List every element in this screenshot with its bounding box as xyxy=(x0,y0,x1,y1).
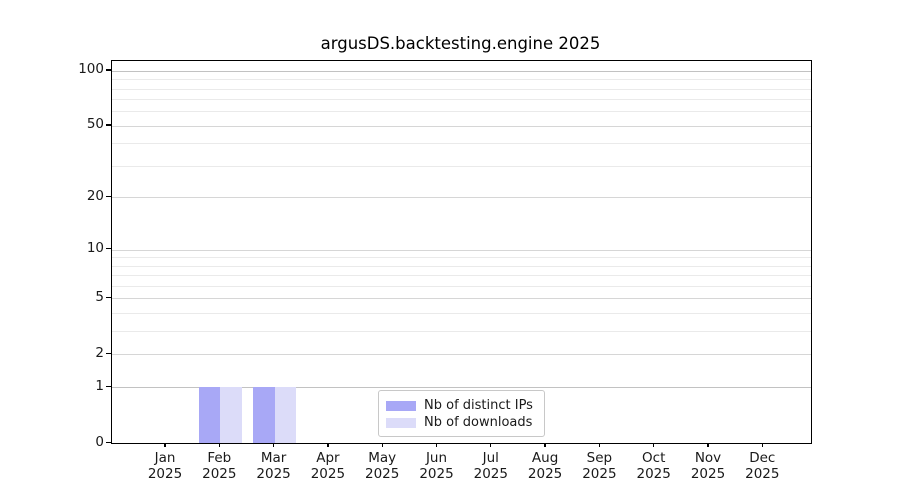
x-tick-year: 2025 xyxy=(202,465,237,482)
bar-nb-of-distinct-ips xyxy=(252,387,275,443)
x-tick-mark xyxy=(598,443,601,447)
y-tick-label: 1 xyxy=(95,377,104,394)
x-tick-month: Jan xyxy=(154,450,176,466)
gridline-minor xyxy=(112,257,811,259)
y-tick-mark xyxy=(106,69,111,71)
legend: Nb of distinct IPs Nb of downloads xyxy=(378,390,545,437)
x-tick-mark xyxy=(218,443,220,447)
x-tick-mark xyxy=(164,443,166,447)
gridline-minor xyxy=(112,79,811,81)
x-tick-month: May xyxy=(368,450,397,466)
x-tick-mark xyxy=(381,443,383,447)
y-tick-mark xyxy=(106,195,111,198)
x-tick-year: 2025 xyxy=(256,465,291,482)
y-tick-mark xyxy=(106,296,111,299)
x-tick-label: Apr 2025 xyxy=(298,450,358,482)
bar-nb-of-distinct-ips xyxy=(198,387,221,443)
legend-swatch-icon xyxy=(386,417,416,428)
gridline-major xyxy=(112,249,811,251)
gridline-major xyxy=(112,298,811,300)
gridline-minor xyxy=(112,313,811,315)
legend-label: Nb of downloads xyxy=(424,415,533,430)
x-tick-year: 2025 xyxy=(582,465,617,482)
x-tick-label: Dec 2025 xyxy=(732,450,792,482)
x-tick-mark xyxy=(707,443,709,447)
x-tick-label: Feb 2025 xyxy=(189,450,249,482)
x-tick-year: 2025 xyxy=(473,465,508,482)
x-tick-label: Aug 2025 xyxy=(515,450,575,482)
x-tick-year: 2025 xyxy=(310,465,346,482)
y-tick-mark xyxy=(106,248,111,250)
x-tick-year: 2025 xyxy=(745,465,780,482)
y-tick-label: 20 xyxy=(86,187,104,204)
y-tick-label: 5 xyxy=(95,288,104,305)
x-tick-month: Jun xyxy=(425,450,448,466)
x-tick-mark xyxy=(435,443,438,447)
legend-item: Nb of downloads xyxy=(386,414,537,431)
gridline-minor xyxy=(112,143,811,145)
x-tick-mark xyxy=(653,443,655,447)
y-tick-label: 50 xyxy=(86,116,104,133)
gridline-minor xyxy=(112,265,811,267)
x-tick-month: Feb xyxy=(207,450,232,466)
gridline-major xyxy=(112,387,811,389)
x-tick-month: Oct xyxy=(642,450,666,466)
x-tick-mark xyxy=(761,443,763,447)
x-tick-year: 2025 xyxy=(690,465,726,482)
y-tick-label: 2 xyxy=(95,344,104,361)
legend-item: Nb of distinct IPs xyxy=(386,397,537,414)
x-tick-month: Aug xyxy=(531,450,559,466)
gridline-minor xyxy=(112,275,811,277)
x-tick-label: Oct 2025 xyxy=(624,450,684,482)
bar-nb-of-downloads xyxy=(220,387,242,443)
x-tick-label: Nov 2025 xyxy=(678,450,738,482)
chart-title: argusDS.backtesting.engine 2025 xyxy=(320,34,601,53)
y-tick-mark xyxy=(106,124,111,126)
gridline-major xyxy=(112,354,811,356)
x-tick-mark xyxy=(544,443,546,447)
x-tick-label: Mar 2025 xyxy=(244,450,304,482)
gridline-major xyxy=(112,125,811,127)
legend-label: Nb of distinct IPs xyxy=(424,398,533,413)
x-tick-month: Mar xyxy=(260,450,287,466)
x-tick-year: 2025 xyxy=(636,465,671,482)
x-tick-label: Jun 2025 xyxy=(407,450,467,482)
y-tick-mark xyxy=(106,441,111,443)
gridline-minor xyxy=(112,286,811,288)
x-tick-month: Jul xyxy=(482,450,499,466)
gridline-minor xyxy=(112,331,811,333)
x-tick-label: Jul 2025 xyxy=(461,450,521,482)
x-tick-mark xyxy=(327,443,329,447)
x-tick-month: Dec xyxy=(749,450,776,466)
bar-nb-of-downloads xyxy=(274,387,297,443)
x-tick-year: 2025 xyxy=(527,465,563,482)
x-tick-label: Jan 2025 xyxy=(135,450,195,482)
x-tick-year: 2025 xyxy=(419,465,454,482)
x-tick-month: Apr xyxy=(316,450,340,466)
x-tick-mark xyxy=(490,443,492,447)
x-tick-month: Sep xyxy=(586,450,613,466)
legend-swatch-icon xyxy=(386,400,416,411)
plot-area xyxy=(111,60,812,444)
y-tick-label: 10 xyxy=(86,240,104,257)
y-tick-mark xyxy=(106,352,111,355)
y-tick-mark xyxy=(106,385,111,387)
gridline-minor xyxy=(112,111,811,113)
x-tick-year: 2025 xyxy=(147,465,183,482)
x-tick-mark xyxy=(272,443,275,447)
x-tick-label: May 2025 xyxy=(352,450,412,482)
gridline-minor xyxy=(112,166,811,168)
y-tick-label: 100 xyxy=(78,61,104,78)
gridline-minor xyxy=(112,88,811,90)
gridline-major xyxy=(112,70,811,72)
gridline-major xyxy=(112,197,811,199)
x-tick-month: Nov xyxy=(694,450,722,466)
x-tick-year: 2025 xyxy=(365,465,400,482)
x-tick-label: Sep 2025 xyxy=(569,450,629,482)
gridline-minor xyxy=(112,99,811,101)
y-tick-label: 0 xyxy=(95,433,104,450)
